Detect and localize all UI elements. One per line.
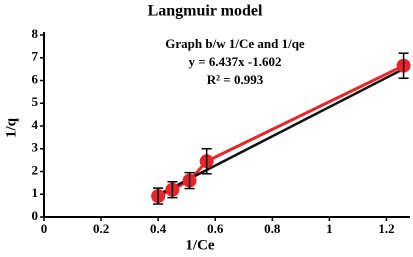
y-tick-label: 8 bbox=[32, 26, 39, 41]
chart-title: Langmuir model bbox=[148, 3, 263, 20]
y-axis-label: 1/q bbox=[3, 117, 19, 138]
x-tick-label: 0.6 bbox=[207, 221, 224, 236]
x-axis-label: 1/Ce bbox=[185, 237, 215, 253]
x-tick-label: 0 bbox=[41, 221, 48, 236]
trendline bbox=[157, 67, 405, 196]
y-tick-label: 4 bbox=[32, 117, 39, 132]
x-tick-label: 0.2 bbox=[93, 221, 109, 236]
x-tick-label: 1.2 bbox=[378, 221, 394, 236]
x-tick-label: 0.4 bbox=[150, 221, 167, 236]
x-tick-label: 0.8 bbox=[264, 221, 281, 236]
y-tick-label: 7 bbox=[32, 49, 39, 64]
annotation: Graph b/w 1/Ce and 1/qe bbox=[165, 36, 305, 51]
y-tick-label: 6 bbox=[32, 71, 39, 86]
y-tick-label: 5 bbox=[32, 94, 39, 109]
annotation: R² = 0.993 bbox=[207, 72, 264, 87]
x-tick-label: 1 bbox=[326, 221, 333, 236]
y-tick-label: 3 bbox=[32, 140, 39, 155]
y-tick-label: 2 bbox=[32, 162, 39, 177]
annotation: y = 6.437x -1.602 bbox=[189, 54, 282, 69]
y-tick-label: 0 bbox=[32, 208, 39, 223]
y-tick-label: 1 bbox=[32, 185, 39, 200]
